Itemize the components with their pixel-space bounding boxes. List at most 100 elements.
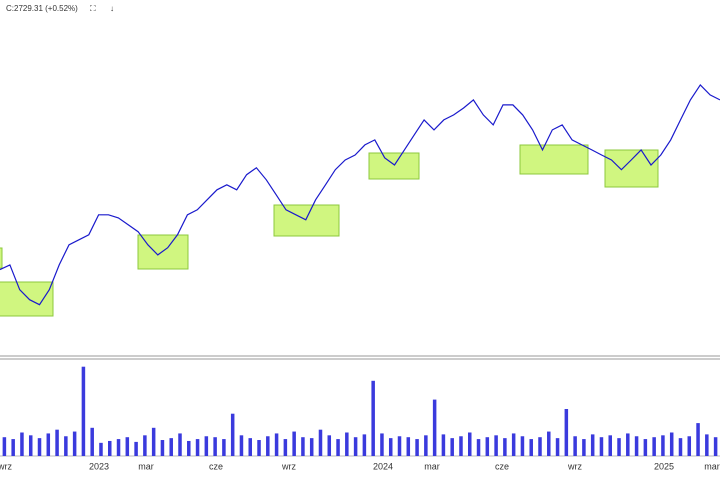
volume-bar: [599, 437, 604, 456]
volume-bar: [643, 439, 648, 456]
volume-bar: [678, 438, 683, 456]
highlight: [519, 144, 589, 175]
ohlc-readout: C:2729.31 (+0.52%): [6, 4, 78, 13]
volume-bar: [28, 435, 33, 456]
volume-bar: [520, 436, 525, 456]
volume-bar: [11, 439, 15, 456]
volume-bar: [564, 409, 569, 456]
volume-bar: [37, 438, 42, 456]
volume-bar: [511, 433, 516, 456]
volume-bar: [301, 437, 305, 456]
volume-bar: [81, 366, 86, 456]
volume-bar: [547, 431, 551, 456]
x-tick-label: mar: [704, 461, 720, 471]
volume-bar: [573, 436, 577, 456]
volume-bar: [459, 436, 463, 456]
volume-bar: [327, 435, 332, 456]
volume-bar: [406, 437, 411, 456]
volume-bar: [108, 440, 112, 456]
volume-bar: [160, 440, 165, 456]
volume-bar: [257, 440, 261, 456]
download-icon[interactable]: ↓: [110, 4, 114, 13]
volume-bar: [626, 433, 630, 456]
volume-bar: [713, 437, 718, 456]
volume-bar: [362, 434, 367, 456]
volume-bar: [634, 436, 639, 456]
volume-bar: [397, 436, 402, 456]
volume-bar: [292, 431, 296, 456]
volume-bar: [353, 437, 358, 456]
volume-bar: [64, 436, 68, 456]
x-tick-label: wrz: [567, 461, 582, 471]
x-tick-label: cze: [209, 461, 223, 471]
volume-bar: [318, 429, 323, 456]
x-tick-label: 2025: [654, 461, 674, 471]
highlight: [368, 152, 420, 180]
fullscreen-icon[interactable]: ⛶: [89, 4, 96, 13]
highlight: [273, 204, 340, 237]
volume-bar: [617, 438, 621, 456]
volume-bar: [266, 436, 270, 456]
volume-bar: [116, 439, 121, 456]
x-tick-label: mar: [424, 461, 440, 471]
volume-bar: [424, 435, 428, 456]
volume-bar: [529, 439, 533, 456]
volume-bar: [336, 439, 340, 456]
volume-bar: [169, 438, 173, 456]
volume-bar: [204, 436, 209, 456]
price-line: [0, 83, 720, 306]
volume-bar: [555, 438, 560, 456]
volume-bar: [187, 440, 191, 456]
volume-bar: [230, 413, 235, 456]
highlight: [0, 281, 54, 317]
volume-bar: [494, 435, 498, 456]
volume-bar: [46, 433, 51, 456]
volume-bar: [309, 438, 314, 456]
volume-bar: [55, 429, 59, 456]
volume-bar: [125, 437, 130, 456]
volume-bar: [90, 427, 94, 456]
volume-bar: [468, 432, 472, 456]
highlight: [137, 234, 189, 270]
highlights: [0, 144, 659, 317]
volume-bar: [134, 441, 138, 456]
volume-bar: [503, 438, 507, 456]
volume-bar: [450, 438, 454, 456]
volume-bar: [143, 435, 147, 456]
volume-bar: [248, 438, 252, 456]
volume-bar: [371, 380, 375, 456]
volume-bar: [72, 431, 77, 456]
volume-bar: [687, 436, 692, 456]
x-tick-label: 2024: [373, 461, 393, 471]
volume-bar: [345, 432, 349, 456]
volume-bar: [380, 433, 384, 456]
volume-bar: [696, 423, 700, 456]
volume-bar: [582, 439, 586, 456]
volume-bar: [178, 433, 182, 456]
volume-bar: [441, 434, 446, 456]
x-tick-label: mar: [138, 461, 154, 471]
x-tick-label: 2023: [89, 461, 109, 471]
volume-bar: [20, 432, 24, 456]
volume-bar: [485, 437, 490, 456]
volume-bar: [222, 439, 226, 456]
volume-bar: [608, 435, 612, 456]
volume-bar: [538, 437, 542, 456]
volume-bar: [99, 442, 103, 456]
volume-bar: [213, 437, 217, 456]
volume-bar: [590, 434, 595, 456]
volume-bar: [195, 439, 200, 456]
highlight: [0, 247, 3, 269]
volume-bar: [151, 427, 156, 456]
x-tick-label: cze: [495, 461, 509, 471]
volume-bar: [652, 437, 656, 456]
highlight: [604, 149, 659, 188]
volume-bar: [388, 438, 393, 456]
volume-bar: [476, 439, 481, 456]
volume-bar: [239, 435, 244, 456]
volume-bar: [669, 432, 674, 456]
volume-bar: [661, 435, 665, 456]
volume-bar: [274, 433, 279, 456]
volume-bar: [415, 439, 419, 456]
